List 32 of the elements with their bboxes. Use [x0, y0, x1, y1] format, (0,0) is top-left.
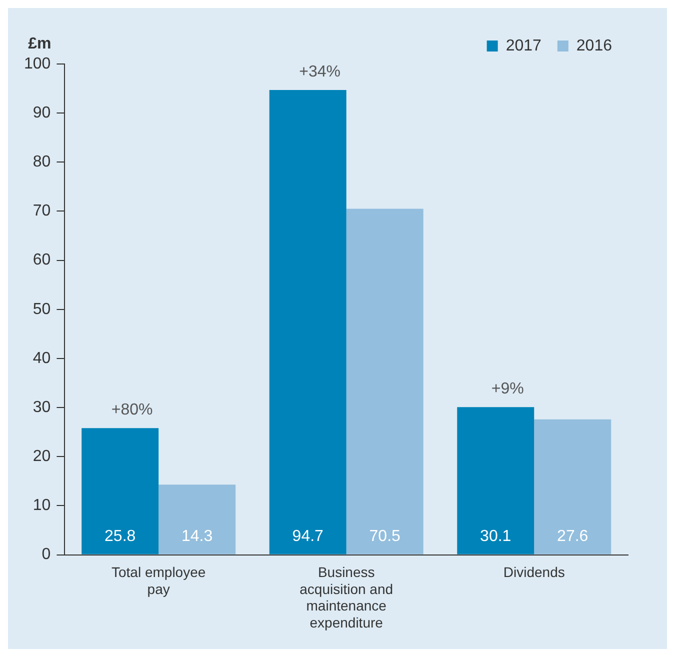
- y-tick-label: 10: [32, 497, 51, 514]
- y-axis-title: £m: [28, 35, 52, 52]
- legend-label: 2017: [506, 37, 542, 54]
- legend-label: 2016: [576, 37, 612, 54]
- bar: [346, 208, 424, 554]
- x-tick-label: Business acquisition and maintenance expenditure: [300, 564, 394, 630]
- y-tick-label: 90: [32, 104, 51, 122]
- y-tick-label: 20: [32, 448, 51, 466]
- data-label: 27.6: [557, 528, 588, 546]
- annotation: +80%: [111, 402, 153, 419]
- y-tick-label: 60: [32, 252, 51, 269]
- data-label: 94.7: [292, 528, 324, 546]
- y-tick-label: 50: [32, 300, 51, 318]
- y-tick-label: 30: [32, 398, 51, 416]
- data-label: 70.5: [369, 528, 401, 546]
- y-tick-label: 100: [24, 55, 51, 72]
- bar: [534, 419, 612, 554]
- data-label: 14.3: [182, 528, 213, 546]
- x-tick-label: Total employee pay: [111, 564, 206, 597]
- annotation: +9%: [491, 380, 524, 398]
- annotation: +34%: [299, 63, 341, 80]
- bar: [457, 407, 534, 554]
- x-tick-label: Dividends: [503, 564, 565, 580]
- data-label: 25.8: [104, 528, 136, 546]
- y-tick-label: 40: [32, 350, 51, 367]
- y-tick-label: 80: [32, 154, 51, 171]
- bar: [82, 428, 159, 554]
- y-tick-label: 70: [32, 202, 51, 220]
- bar: [158, 484, 236, 554]
- data-label: 30.1: [480, 528, 512, 546]
- bar: [269, 90, 346, 554]
- y-tick-label: 0: [42, 546, 51, 564]
